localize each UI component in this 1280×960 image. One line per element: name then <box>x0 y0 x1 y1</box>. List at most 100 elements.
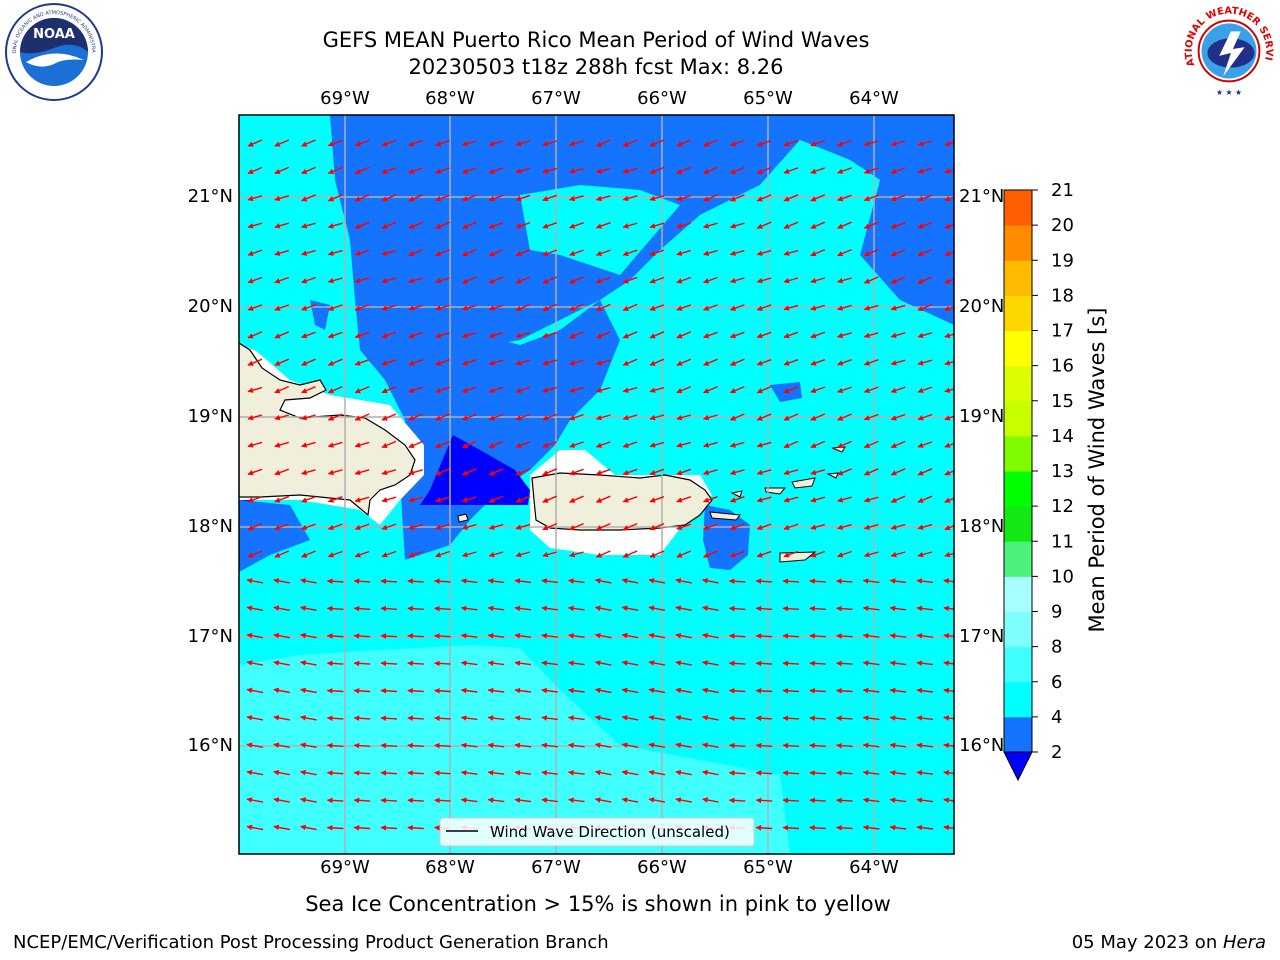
wave-arrow <box>301 276 316 284</box>
wave-arrow <box>649 139 665 147</box>
wave-arrow <box>890 359 906 366</box>
lon-tick-bottom-1: 68°W <box>425 857 475 878</box>
wave-arrow <box>300 742 317 748</box>
wave-arrow <box>729 413 745 421</box>
lat-tick-right-5: 16°N <box>959 735 1005 756</box>
wave-arrow <box>917 495 933 503</box>
wave-arrow <box>594 578 612 584</box>
wave-arrow <box>622 249 638 257</box>
wave-arrow <box>515 441 531 448</box>
wave-arrow <box>783 385 799 394</box>
wave-arrow <box>542 276 558 284</box>
wave-arrow <box>461 551 477 558</box>
wave-arrow <box>514 633 532 639</box>
wave-arrow <box>729 277 745 284</box>
wave-arrow <box>621 660 639 666</box>
wave-arrow <box>434 605 451 612</box>
wave-arrow <box>301 166 316 175</box>
lon-tick-bottom-4: 65°W <box>743 857 793 878</box>
wave-arrow <box>273 715 290 721</box>
wave-arrow <box>354 166 370 175</box>
wave-arrow <box>729 496 745 503</box>
wave-arrow <box>327 249 343 256</box>
wave-arrow <box>408 248 424 257</box>
wave-arrow <box>621 632 639 639</box>
wave-arrow <box>274 195 289 202</box>
wave-arrow <box>944 551 954 558</box>
colorbar-tick-label-13: 13 <box>1051 461 1074 482</box>
wave-arrow <box>649 441 665 448</box>
colorbar-tick-label-14: 14 <box>1051 426 1074 447</box>
wave-arrow <box>943 687 954 694</box>
wave-arrow <box>890 304 906 311</box>
wave-arrow <box>381 550 397 558</box>
wave-arrow <box>461 496 477 503</box>
wave-arrow <box>461 413 477 421</box>
wave-arrow <box>756 304 772 311</box>
wave-arrow <box>648 578 666 584</box>
wave-arrow <box>702 632 719 639</box>
wave-arrow <box>889 605 907 612</box>
wave-arrow <box>702 769 719 776</box>
wave-arrow <box>836 797 853 804</box>
wave-arrow <box>408 469 423 476</box>
wave-arrow <box>354 385 370 394</box>
wave-arrow <box>916 715 934 721</box>
wave-arrow <box>944 168 954 174</box>
wave-arrow <box>944 524 954 531</box>
wave-arrow <box>863 248 879 257</box>
wave-arrow <box>408 304 423 311</box>
wave-arrow <box>703 276 718 284</box>
wave-arrow <box>461 140 477 147</box>
chart-subtitle: 20230503 t18z 288h fcst Max: 8.26 <box>408 55 784 79</box>
wave-arrow <box>837 496 852 503</box>
wave-arrow <box>889 797 907 804</box>
wave-arrow <box>890 276 906 284</box>
wave-arrow <box>515 167 531 174</box>
wave-arrow <box>515 222 531 229</box>
wave-arrow <box>353 770 371 776</box>
wave-arrow <box>247 414 263 421</box>
wave-arrow <box>274 441 289 448</box>
wave-arrow <box>542 222 558 229</box>
wave-arrow <box>301 385 316 394</box>
wave-arrow <box>408 496 423 503</box>
wave-arrow <box>943 770 954 776</box>
wave-arrow <box>435 440 450 449</box>
colorbar-segment-8-9 <box>1004 611 1032 648</box>
wave-arrow <box>676 385 692 394</box>
wave-arrow <box>782 578 800 585</box>
wave-arrow <box>863 468 879 476</box>
wave-arrow <box>461 440 477 449</box>
wave-arrow <box>515 332 531 339</box>
colorbar-under-extension <box>1003 751 1033 782</box>
wave-arrow <box>381 359 397 366</box>
wave-arrow <box>836 825 853 831</box>
wave-arrow <box>649 386 665 393</box>
wave-arrow <box>837 468 852 476</box>
wave-arrow <box>916 687 934 694</box>
wave-arrow <box>890 551 906 558</box>
wave-arrow <box>353 715 371 722</box>
colorbar-tick-label-15: 15 <box>1051 391 1074 412</box>
wave-arrow <box>916 578 934 584</box>
wave-arrow <box>569 359 584 366</box>
wave-arrow <box>622 167 638 174</box>
wave-arrow <box>863 386 879 394</box>
wave-arrow <box>435 332 450 339</box>
wave-arrow <box>407 688 424 694</box>
wave-arrow <box>542 441 558 448</box>
colorbar-segment-14-15 <box>1004 400 1032 437</box>
map-area[interactable] <box>239 115 960 854</box>
wave-arrow <box>783 523 799 531</box>
wave-arrow <box>354 469 370 476</box>
wave-arrow <box>488 304 504 311</box>
wave-arrow <box>568 770 585 776</box>
wave-arrow <box>380 578 398 585</box>
wave-direction-arrows <box>246 139 954 831</box>
wave-arrow <box>435 304 450 311</box>
wave-arrow <box>353 633 371 639</box>
wave-arrow <box>247 249 263 257</box>
colorbar-segment-15-16 <box>1004 365 1032 402</box>
